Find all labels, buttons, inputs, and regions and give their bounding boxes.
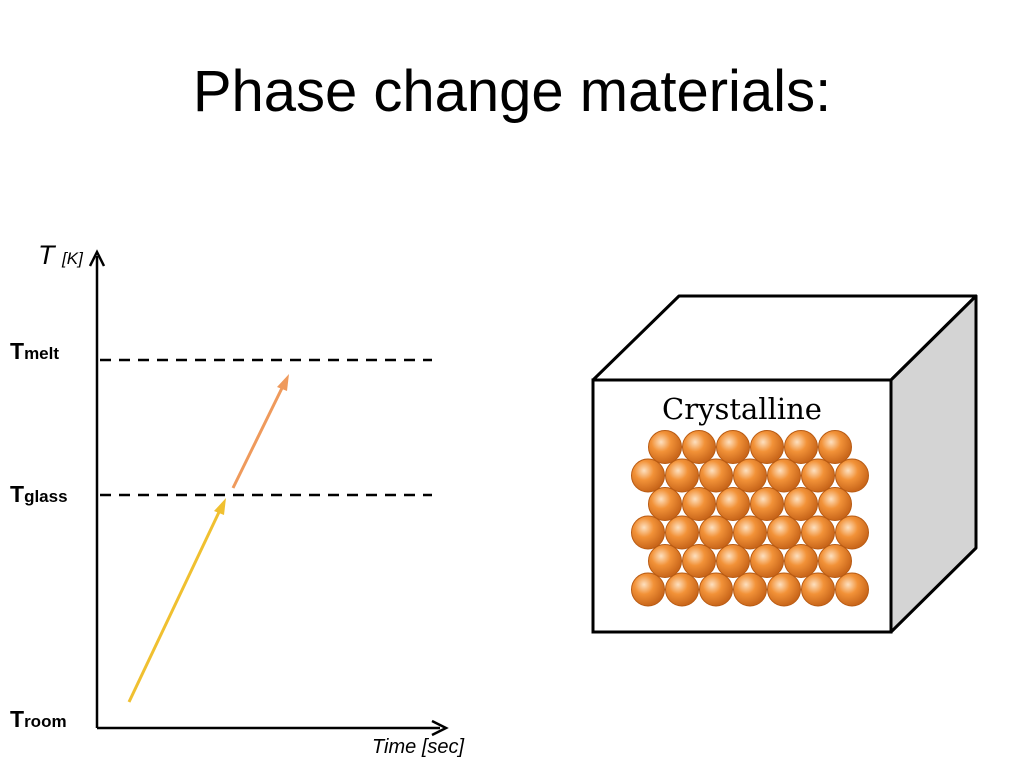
atom [716, 430, 750, 464]
atom [631, 515, 665, 550]
atom [682, 430, 716, 464]
atom [767, 515, 801, 550]
atom [699, 572, 733, 607]
room-level-label: Troom [10, 706, 67, 732]
heating-arrow-upper-head [277, 374, 289, 391]
heating-arrow-lower-head [214, 498, 226, 515]
melt-level-label: Tmelt [10, 338, 60, 364]
slide-title: Phase change materials: [192, 59, 832, 124]
atom [801, 572, 835, 607]
crystal-lattice [631, 430, 869, 607]
atom [648, 544, 682, 578]
atom [631, 458, 665, 493]
atom [784, 430, 818, 464]
atom [699, 515, 733, 550]
atom [835, 572, 869, 607]
atom [818, 487, 852, 521]
y-axis-label: T [K] [38, 240, 83, 271]
y-axis-arrowhead [88, 249, 106, 267]
atom [733, 458, 767, 493]
atom [716, 487, 750, 521]
atom [733, 572, 767, 607]
heating-arrow-upper [231, 385, 285, 489]
atom [835, 515, 869, 550]
atom [835, 458, 869, 493]
atom [733, 515, 767, 550]
atom [767, 572, 801, 607]
atom [716, 544, 750, 578]
atom [801, 458, 835, 493]
atom [784, 544, 818, 578]
atom [750, 430, 784, 464]
atom [665, 515, 699, 550]
y-axis-symbol: T [38, 240, 55, 270]
atom [682, 544, 716, 578]
crystalline-label: Crystalline [662, 392, 822, 426]
atom [665, 572, 699, 607]
atom [682, 487, 716, 521]
y-axis-unit: [K] [62, 249, 83, 268]
x-axis-label: Time [sec] [372, 736, 465, 758]
atom [818, 544, 852, 578]
atom [665, 458, 699, 493]
atom [750, 544, 784, 578]
atom [648, 430, 682, 464]
atom [750, 487, 784, 521]
atom [631, 572, 665, 607]
atom [699, 458, 733, 493]
atom [784, 487, 818, 521]
atom [801, 515, 835, 550]
atom [767, 458, 801, 493]
glass-level-label: Tglass [10, 481, 68, 507]
x-axis-arrowhead [431, 719, 449, 737]
heating-arrow-lower [127, 509, 222, 703]
atom [648, 487, 682, 521]
atom [818, 430, 852, 464]
